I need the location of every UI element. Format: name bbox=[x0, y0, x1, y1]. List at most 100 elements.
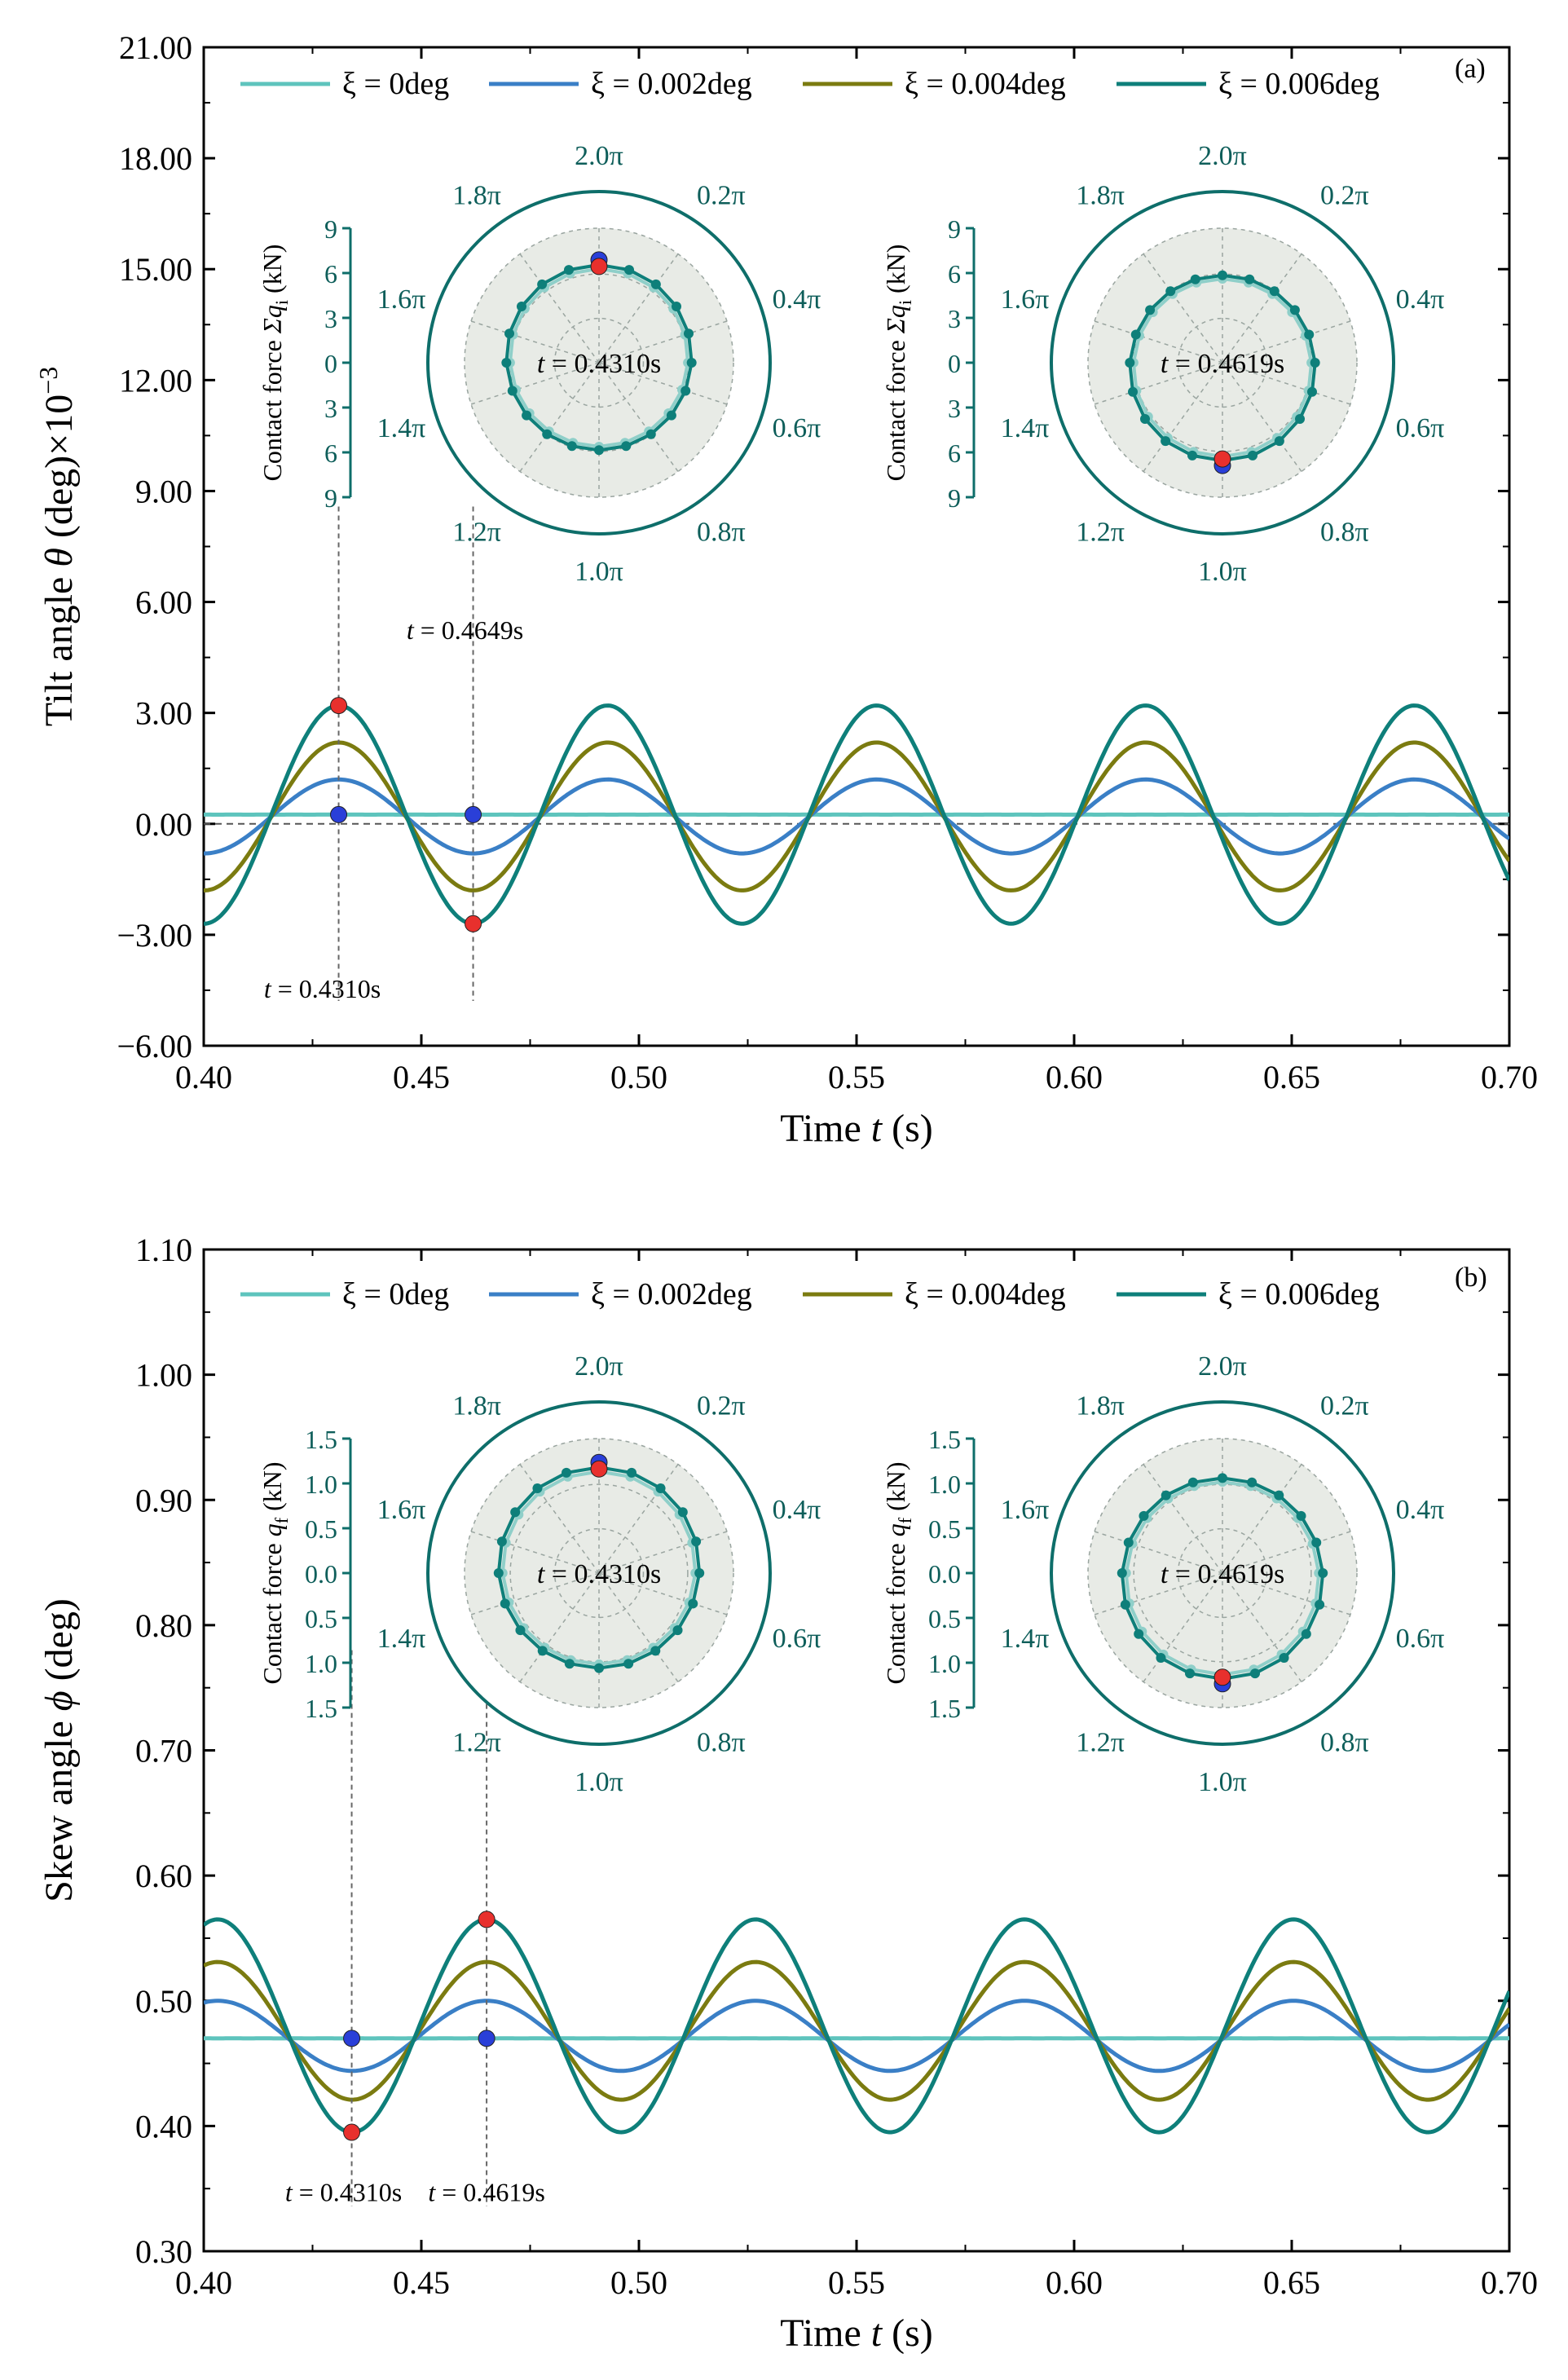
x-tick-label: 0.65 bbox=[1263, 2264, 1320, 2301]
polar-data-point bbox=[515, 1625, 526, 1636]
text-part: Contact force bbox=[258, 1536, 287, 1684]
polar-data-point bbox=[1139, 414, 1150, 425]
data-marker bbox=[465, 805, 482, 823]
x-tick-label: 0.60 bbox=[1046, 2264, 1103, 2301]
polar-data-point bbox=[1184, 1668, 1195, 1679]
polar-inset: 2.0π 0.2π 0.4π 0.6π 0.8π 1.0π 1.2π 1.4π 1.6π 1.8π… bbox=[881, 1351, 1444, 1797]
polar-data-point bbox=[1134, 1629, 1144, 1639]
time-annotation: t = 0.4649s bbox=[407, 615, 523, 645]
polar-data-point bbox=[1139, 1510, 1149, 1521]
polar-angle-label: 1.0π bbox=[575, 1767, 623, 1797]
polar-angle-label: 0.8π bbox=[697, 517, 746, 547]
polar-radial-tick-label: 6 bbox=[324, 259, 337, 289]
x-tick-label: 0.40 bbox=[175, 2264, 232, 2301]
polar-radial-tick-label: 3 bbox=[324, 394, 337, 423]
polar-data-point bbox=[1244, 274, 1255, 284]
text-part: q bbox=[881, 1523, 910, 1536]
polar-angle-label: 1.0π bbox=[575, 557, 623, 587]
series-line bbox=[204, 1917, 1509, 2135]
polar-time-label: t = 0.4310s bbox=[537, 349, 661, 379]
polar-grid-spoke bbox=[1143, 1464, 1223, 1574]
polar-data-point bbox=[510, 1507, 521, 1518]
polar-data-point bbox=[1123, 1537, 1134, 1548]
x-tick-label: 0.55 bbox=[828, 1059, 885, 1095]
polar-angle-label: 1.6π bbox=[377, 1495, 426, 1525]
x-tick-label: 0.70 bbox=[1481, 2264, 1538, 2301]
polar-angle-label: 1.0π bbox=[1198, 1767, 1247, 1797]
legend-label: ξ = 0.002deg bbox=[591, 1277, 752, 1311]
polar-grid-spoke bbox=[470, 1531, 600, 1574]
polar-grid-ring bbox=[1177, 1527, 1268, 1619]
polar-data-point bbox=[1306, 386, 1317, 397]
polar-inset: 2.0π 0.2π 0.4π 0.6π 0.8π 1.0π 1.2π 1.4π 1.6π 1.8π… bbox=[258, 1351, 821, 1797]
text-part: t bbox=[537, 1559, 546, 1589]
polar-grid-ring bbox=[1177, 317, 1268, 408]
polar-radial-tick-label: 0.5 bbox=[928, 1604, 961, 1633]
polar-grid-spoke bbox=[470, 1572, 600, 1615]
y-tick-label: 6.00 bbox=[135, 584, 192, 621]
polar-radial-tick-label: 0.0 bbox=[928, 1559, 961, 1589]
text-part: = 0.4310s bbox=[271, 974, 381, 1003]
polar-data-point bbox=[1247, 1477, 1257, 1488]
y-tick-label: 0.60 bbox=[135, 1858, 192, 1894]
time-annotation: t = 0.4310s bbox=[264, 974, 381, 1003]
polar-marker bbox=[1213, 450, 1231, 468]
polar-grid-spoke bbox=[519, 1464, 600, 1574]
text-part: = 0.4619s bbox=[435, 2178, 545, 2207]
polar-angle-label: 1.6π bbox=[377, 284, 426, 315]
x-tick-label: 0.45 bbox=[393, 2264, 450, 2301]
polar-angle-label: 0.8π bbox=[1320, 517, 1369, 547]
polar-data-point bbox=[1161, 436, 1171, 447]
polar-grid-spoke bbox=[1222, 253, 1302, 364]
polar-angle-label: 0.8π bbox=[697, 1727, 746, 1757]
text-part: ϕ bbox=[37, 1690, 81, 1711]
polar-data-point bbox=[532, 1483, 543, 1494]
x-tick-label: 0.45 bbox=[393, 1059, 450, 1095]
polar-grid-ring bbox=[464, 1438, 734, 1708]
polar-time-label: t = 0.4310s bbox=[537, 1559, 661, 1589]
polar-axis-title: Contact force qf (kN) bbox=[258, 1462, 292, 1685]
y-axis-title: Skew angle ϕ (deg) bbox=[37, 1598, 81, 1902]
text-part: θ bbox=[37, 548, 81, 567]
legend-label: ξ = 0.006deg bbox=[1218, 67, 1380, 101]
polar-data-point bbox=[1311, 1537, 1322, 1548]
polar-angle-label: 1.4π bbox=[1001, 413, 1050, 443]
text-part: f bbox=[271, 1517, 292, 1523]
polar-data-point bbox=[686, 358, 697, 368]
text-part: (deg) bbox=[37, 1598, 81, 1690]
y-tick-label: 21.00 bbox=[119, 29, 192, 66]
x-tick-label: 0.60 bbox=[1046, 1059, 1103, 1095]
polar-data-point bbox=[542, 429, 553, 439]
polar-data-point bbox=[645, 429, 656, 439]
polar-radial-tick-label: 9 bbox=[324, 483, 337, 513]
polar-grid-spoke bbox=[1094, 362, 1223, 405]
polar-grid-spoke bbox=[1222, 320, 1351, 364]
series-line bbox=[204, 740, 1509, 892]
polar-data-point bbox=[496, 1536, 507, 1547]
polar-angle-label: 0.4π bbox=[773, 1495, 821, 1525]
y-tick-label: −3.00 bbox=[117, 917, 192, 954]
polar-data-point bbox=[680, 386, 691, 396]
polar-data-point bbox=[1128, 386, 1139, 397]
polar-data-point bbox=[500, 1598, 510, 1609]
polar-data-point bbox=[623, 1659, 634, 1669]
text-part: Skew angle bbox=[37, 1711, 81, 1902]
text-part: i bbox=[271, 300, 292, 305]
polar-angle-label: 0.4π bbox=[1396, 284, 1445, 315]
polar-data-point bbox=[522, 410, 532, 421]
text-part: t bbox=[285, 2178, 293, 2207]
polar-time-label: t = 0.4619s bbox=[1161, 349, 1284, 379]
polar-data-point bbox=[1301, 1629, 1311, 1639]
polar-data-point bbox=[1125, 358, 1135, 368]
polar-grid-spoke bbox=[598, 253, 679, 364]
text-part: t bbox=[1161, 349, 1169, 379]
polar-radial-tick-label: 6 bbox=[948, 259, 961, 289]
text-part: Σq bbox=[258, 305, 287, 334]
polar-marker bbox=[1213, 1668, 1231, 1686]
polar-radial-tick-label: 1.0 bbox=[928, 1470, 961, 1499]
polar-data-point bbox=[691, 1536, 702, 1547]
polar-data-point bbox=[683, 328, 694, 339]
text-part: t bbox=[871, 1107, 883, 1150]
polar-marker bbox=[590, 1460, 608, 1478]
series-line bbox=[204, 703, 1509, 926]
